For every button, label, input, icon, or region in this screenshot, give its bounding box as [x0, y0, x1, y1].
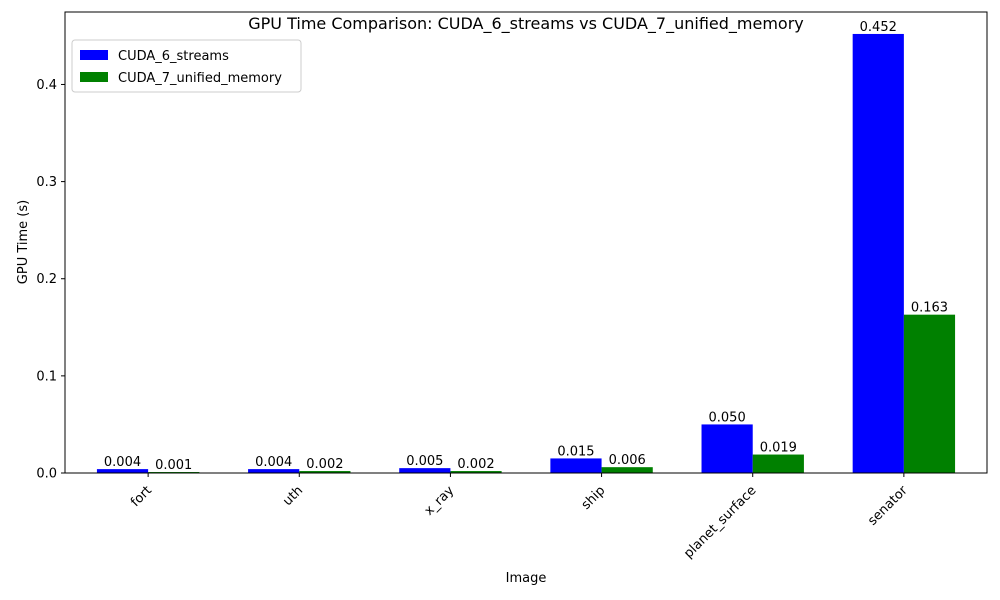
bar-CUDA_7_unified_memory-ship — [601, 467, 653, 473]
y-axis-title: GPU Time (s) — [16, 200, 31, 284]
x-axis-title: Image — [506, 571, 547, 586]
x-tick-label-uth: uth — [280, 483, 306, 509]
data-label-CUDA_7_unified_memory-uth: 0.002 — [306, 457, 343, 472]
bar-CUDA_7_unified_memory-uth — [299, 471, 351, 473]
data-label-CUDA_7_unified_memory-fort: 0.001 — [155, 458, 192, 473]
chart-title: GPU Time Comparison: CUDA_6_streams vs C… — [248, 14, 804, 34]
bar-CUDA_6_streams-senator — [852, 33, 904, 473]
bar-CUDA_7_unified_memory-senator — [903, 314, 956, 473]
legend-label-cuda6: CUDA_6_streams — [118, 49, 229, 64]
x-tick-label-senator: senator — [865, 483, 911, 529]
bar-CUDA_6_streams-fort — [96, 469, 149, 473]
x-axis: fort uth x_ray ship planet_surface senator — [128, 473, 911, 562]
y-tick-label: 0.0 — [36, 467, 57, 482]
data-label-CUDA_7_unified_memory-x_ray: 0.002 — [457, 457, 494, 472]
data-label-CUDA_6_streams-ship: 0.015 — [557, 444, 594, 459]
bar-CUDA_6_streams-x_ray — [399, 468, 451, 473]
data-label-CUDA_6_streams-senator: 0.452 — [860, 20, 897, 35]
y-tick-label: 0.4 — [36, 78, 57, 93]
data-label-CUDA_7_unified_memory-senator: 0.163 — [911, 301, 948, 316]
x-tick-label-fort: fort — [128, 483, 155, 510]
bar-CUDA_6_streams-planet_surface — [701, 424, 753, 473]
legend-swatch-cuda6 — [80, 50, 108, 60]
y-axis: 0.0 0.1 0.2 0.3 0.4 — [36, 78, 65, 482]
legend-box — [71, 39, 302, 93]
legend-label-cuda7: CUDA_7_unified_memory — [118, 71, 282, 86]
data-label-CUDA_6_streams-planet_surface: 0.050 — [709, 410, 746, 425]
bar-CUDA_6_streams-uth — [248, 469, 300, 473]
legend-swatch-cuda7 — [80, 72, 108, 82]
legend: CUDA_6_streams CUDA_7_unified_memory — [71, 39, 302, 93]
data-label-CUDA_6_streams-uth: 0.004 — [255, 455, 292, 470]
y-tick-label: 0.2 — [36, 272, 57, 287]
bar-CUDA_6_streams-ship — [550, 458, 602, 473]
data-label-CUDA_6_streams-fort: 0.004 — [104, 455, 141, 470]
x-tick-label-x_ray: x_ray — [422, 483, 458, 519]
y-tick-label: 0.1 — [36, 369, 57, 384]
bars-group: 0.004 0.001 0.004 0.002 0.005 0.002 0.015 0.006… — [96, 20, 956, 473]
bar-CUDA_7_unified_memory-x_ray — [450, 471, 502, 473]
y-tick-label: 0.3 — [36, 175, 57, 190]
x-tick-label-ship: ship — [579, 483, 609, 513]
data-label-CUDA_7_unified_memory-planet_surface: 0.019 — [760, 441, 797, 456]
bar-CUDA_7_unified_memory-planet_surface — [752, 454, 804, 473]
plot-frame — [64, 11, 988, 474]
data-label-CUDA_7_unified_memory-ship: 0.006 — [609, 453, 646, 468]
x-tick-label-planet_surface: planet_surface — [681, 483, 759, 561]
data-label-CUDA_6_streams-x_ray: 0.005 — [406, 454, 443, 469]
